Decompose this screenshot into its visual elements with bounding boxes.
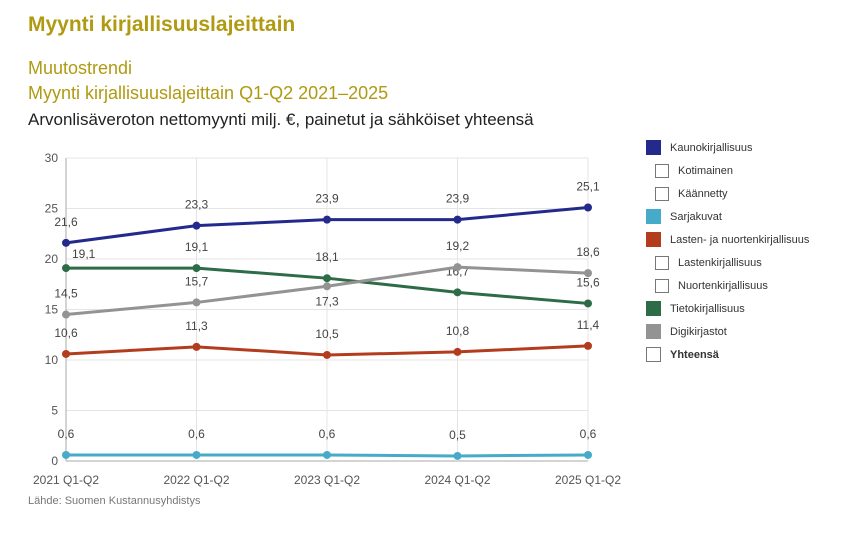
data-label: 10,6	[54, 326, 78, 340]
x-tick-label: 2021 Q1-Q2	[33, 473, 99, 487]
data-point	[584, 341, 592, 350]
legend-item[interactable]: Tietokirjallisuus	[646, 297, 809, 320]
legend-label: Nuortenkirjallisuus	[678, 279, 768, 292]
x-tick-label: 2023 Q1-Q2	[294, 473, 360, 487]
data-point	[192, 221, 201, 230]
legend-item[interactable]: Kotimainen	[655, 159, 809, 182]
legend-label: Digikirjastot	[670, 325, 727, 338]
legend-item[interactable]: Digikirjastot	[646, 320, 809, 343]
source-note: Lähde: Suomen Kustannusyhdistys	[28, 495, 201, 507]
x-tick-label: 2024 Q1-Q2	[424, 473, 490, 487]
legend-item[interactable]: Käännetty	[655, 182, 809, 205]
y-tick-label: 25	[45, 202, 59, 216]
data-point	[323, 274, 331, 283]
data-label: 10,5	[315, 327, 339, 341]
legend-label: Lastenkirjallisuus	[678, 256, 762, 269]
legend-item[interactable]: Kaunokirjallisuus	[646, 136, 809, 159]
legend-label: Kotimainen	[678, 164, 734, 177]
data-label: 21,6	[54, 215, 78, 229]
data-point	[453, 263, 462, 272]
data-point	[453, 347, 462, 356]
data-point	[192, 342, 201, 351]
data-label: 19,2	[446, 239, 470, 253]
legend-label: Käännetty	[678, 187, 728, 200]
data-point	[62, 238, 70, 247]
page-title: Myynti kirjallisuuslajeittain	[28, 13, 296, 36]
data-label: 15,7	[185, 274, 209, 288]
legend-label: Sarjakuvat	[670, 210, 722, 223]
data-label: 25,1	[576, 179, 600, 193]
data-label: 18,6	[576, 245, 600, 259]
data-point	[62, 264, 70, 273]
y-tick-label: 20	[45, 252, 59, 266]
legend-label: Kaunokirjallisuus	[670, 141, 753, 154]
data-point	[192, 264, 201, 273]
data-point	[323, 450, 331, 459]
y-tick-label: 10	[45, 353, 59, 367]
legend-label: Tietokirjallisuus	[670, 302, 745, 315]
legend-swatch	[646, 209, 661, 224]
legend: Kaunokirjallisuus Kotimainen Käännetty Sarj…	[646, 136, 809, 366]
data-label: 0,5	[449, 428, 466, 442]
data-label: 0,6	[58, 427, 75, 441]
data-point	[453, 451, 462, 460]
y-tick-label: 30	[45, 151, 59, 165]
data-point	[584, 450, 592, 459]
data-label: 19,1	[185, 240, 209, 254]
data-point	[62, 310, 70, 319]
y-tick-label: 15	[45, 303, 59, 317]
data-point	[584, 269, 592, 278]
data-point	[323, 215, 331, 224]
legend-item[interactable]: Lasten- ja nuortenkirjallisuus	[646, 228, 809, 251]
legend-swatch	[646, 324, 661, 339]
legend-swatch	[646, 232, 661, 247]
data-label: 19,1	[72, 247, 96, 261]
data-point	[62, 349, 70, 358]
data-label: 15,6	[576, 275, 600, 289]
legend-swatch	[655, 255, 669, 270]
data-label: 17,3	[315, 294, 339, 308]
data-label: 10,8	[446, 324, 470, 338]
legend-swatch	[655, 278, 669, 293]
legend-swatch	[655, 163, 669, 178]
data-label: 14,5	[54, 287, 78, 301]
chart-title: Myynti kirjallisuuslajeittain Q1-Q2 2021…	[28, 83, 389, 103]
data-label: 23,9	[315, 192, 339, 206]
legend-swatch	[646, 301, 661, 316]
legend-swatch	[646, 140, 661, 155]
data-point	[62, 450, 70, 459]
legend-item[interactable]: Yhteensä	[646, 343, 809, 366]
data-label: 11,4	[577, 318, 600, 332]
x-tick-label: 2025 Q1-Q2	[555, 473, 621, 487]
data-point	[584, 203, 592, 212]
data-point	[323, 350, 331, 359]
data-label: 0,6	[188, 427, 205, 441]
data-point	[192, 298, 201, 307]
data-label: 23,9	[446, 192, 470, 206]
legend-swatch	[646, 347, 661, 362]
legend-label: Lasten- ja nuortenkirjallisuus	[670, 233, 810, 246]
chart-description: Arvonlisäveroton nettomyynti milj. €, pa…	[28, 110, 534, 129]
data-point	[584, 299, 592, 308]
legend-label: Yhteensä	[670, 348, 719, 361]
y-tick-label: 0	[51, 454, 58, 468]
x-tick-label: 2022 Q1-Q2	[163, 473, 229, 487]
data-label: 23,3	[185, 198, 209, 212]
y-tick-label: 5	[51, 404, 58, 418]
data-point	[453, 215, 462, 224]
data-label: 0,6	[580, 427, 597, 441]
data-label: 18,1	[315, 250, 339, 264]
legend-item[interactable]: Sarjakuvat	[646, 205, 809, 228]
data-label: 0,6	[319, 427, 336, 441]
legend-item[interactable]: Nuortenkirjallisuus	[655, 274, 809, 297]
data-label: 11,3	[185, 319, 208, 333]
legend-swatch	[655, 186, 669, 201]
data-point	[323, 282, 331, 291]
legend-item[interactable]: Lastenkirjallisuus	[655, 251, 809, 274]
data-point	[192, 450, 201, 459]
chart-subtitle: Muutostrendi	[28, 58, 133, 78]
data-point	[453, 288, 462, 297]
